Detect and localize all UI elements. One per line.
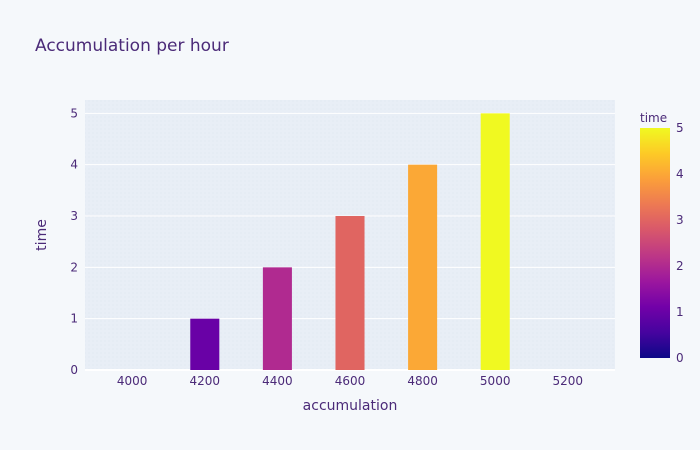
colorbar-tick-label: 5 — [676, 121, 684, 135]
x-axis-ticks: 4000 4200 4400 4600 4800 5000 5200 — [117, 374, 583, 388]
colorbar-tick-label: 3 — [676, 213, 684, 227]
colorbar-ticks: 0 1 2 3 4 5 — [676, 121, 684, 365]
x-tick-label: 5000 — [480, 374, 511, 388]
bar — [408, 164, 438, 370]
bar — [190, 318, 220, 370]
y-tick-label: 2 — [70, 260, 78, 274]
x-tick-label: 4400 — [262, 374, 293, 388]
colorbar-tick-label: 4 — [676, 167, 684, 181]
bars — [190, 113, 510, 370]
bar — [480, 113, 510, 370]
y-tick-label: 5 — [70, 106, 78, 120]
x-axis-title: accumulation — [303, 398, 398, 414]
chart-title: Accumulation per hour — [35, 36, 229, 56]
bar — [335, 216, 365, 370]
x-tick-label: 4000 — [117, 374, 148, 388]
colorbar-tick-label: 2 — [676, 259, 684, 273]
colorbar — [640, 128, 670, 358]
colorbar-title: time — [640, 111, 667, 125]
colorbar-tick-label: 1 — [676, 305, 684, 319]
y-axis-ticks: 0 1 2 3 4 5 — [70, 106, 78, 377]
y-tick-label: 3 — [70, 209, 78, 223]
y-tick-label: 4 — [70, 158, 78, 172]
x-tick-label: 4600 — [335, 374, 366, 388]
y-axis-title: time — [34, 219, 50, 251]
x-tick-label: 4200 — [190, 374, 221, 388]
y-tick-label: 0 — [70, 363, 78, 377]
colorbar-tick-label: 0 — [676, 351, 684, 365]
x-tick-label: 4800 — [407, 374, 438, 388]
x-tick-label: 5200 — [553, 374, 584, 388]
bar — [262, 267, 292, 370]
y-tick-label: 1 — [70, 312, 78, 326]
